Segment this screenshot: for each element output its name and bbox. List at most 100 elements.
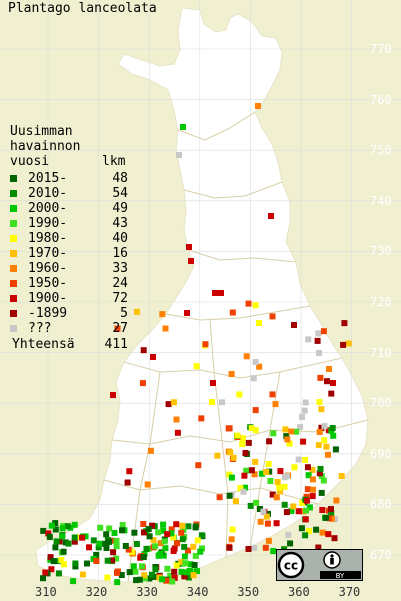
region-border: [209, 319, 229, 559]
observation-square: [247, 502, 254, 509]
legend-period: 2015-: [28, 171, 68, 186]
observation-square: [150, 537, 157, 544]
observation-square: [302, 532, 309, 539]
observation-square: [173, 562, 180, 569]
observation-square: [318, 406, 325, 413]
observation-square: [226, 492, 233, 499]
observation-square: [58, 557, 65, 563]
observation-square: [266, 438, 273, 445]
observation-square: [140, 554, 147, 560]
observation-square: [260, 508, 267, 515]
observation-square: [160, 527, 167, 534]
observation-square: [190, 572, 197, 579]
x-tick-label: 310: [35, 585, 57, 599]
observation-square: [318, 489, 325, 496]
observation-square: [60, 561, 67, 568]
observation-square: [252, 407, 259, 414]
observation-square: [181, 553, 188, 560]
observation-square: [313, 526, 320, 533]
observation-square: [234, 432, 241, 439]
observation-square: [325, 451, 331, 458]
observation-square: [277, 468, 284, 475]
legend-swatch: [10, 280, 17, 287]
observation-square: [214, 452, 221, 459]
observation-square: [273, 494, 280, 501]
observation-square: [132, 568, 139, 575]
observation-square: [143, 545, 150, 552]
observation-square: [52, 526, 59, 533]
observation-square: [129, 548, 135, 555]
observation-square: [322, 514, 329, 521]
observation-square: [126, 468, 133, 475]
observation-square: [40, 527, 47, 534]
observation-square: [232, 498, 239, 505]
observation-square: [245, 300, 252, 307]
observation-square: [255, 103, 261, 109]
observation-square: [240, 488, 247, 495]
observation-square: [248, 467, 255, 474]
observation-square: [303, 497, 310, 504]
observation-square: [239, 441, 246, 448]
observation-square: [184, 310, 190, 316]
legend-row: ??? 27: [10, 321, 140, 336]
legend-count: 54: [112, 186, 128, 201]
observation-square: [245, 439, 252, 446]
observation-square: [54, 558, 61, 565]
observation-square: [332, 446, 339, 453]
observation-square: [113, 543, 120, 550]
observation-square: [124, 479, 131, 486]
y-tick-label: 700: [370, 396, 392, 411]
observation-square: [48, 566, 55, 573]
observation-square: [302, 456, 309, 463]
observation-square: [170, 548, 177, 554]
observation-square: [316, 429, 323, 435]
observation-square: [324, 378, 330, 385]
observation-square: [288, 428, 295, 435]
region-border: [177, 111, 256, 141]
legend-count: 72: [112, 291, 128, 306]
observation-square: [178, 529, 185, 536]
observation-square: [186, 244, 192, 250]
y-tick-label: 710: [370, 345, 392, 360]
observation-square: [146, 533, 153, 540]
observation-square: [237, 485, 244, 492]
observation-square: [330, 380, 336, 386]
observation-square: [317, 374, 324, 381]
observation-square: [137, 554, 144, 561]
legend-count: 48: [112, 171, 128, 186]
observation-square: [297, 424, 304, 431]
map-title: Plantago lanceolata: [8, 1, 157, 16]
observation-square: [317, 465, 324, 472]
observation-square: [102, 540, 109, 547]
region-border: [165, 305, 311, 321]
observation-square: [183, 569, 190, 576]
observation-square: [173, 416, 180, 423]
observation-square: [219, 399, 225, 406]
observation-square: [229, 526, 236, 533]
region-border: [249, 371, 281, 549]
legend-row: 2015- 48: [10, 171, 140, 186]
observation-square: [93, 558, 100, 564]
observation-square: [53, 538, 60, 545]
observation-square: [170, 399, 177, 406]
observation-square: [119, 527, 126, 534]
observation-square: [328, 506, 334, 513]
observation-square: [180, 124, 186, 130]
observation-square: [122, 543, 129, 549]
observation-square: [148, 571, 155, 578]
observation-square: [174, 429, 181, 436]
legend-total-count: 411: [104, 337, 128, 352]
observation-square: [331, 535, 338, 542]
legend-row: 1990- 43: [10, 216, 140, 231]
observation-square: [149, 522, 156, 529]
observation-square: [130, 563, 137, 570]
observation-square: [319, 507, 326, 513]
observation-square: [316, 399, 323, 406]
observation-square: [52, 520, 59, 527]
observation-square: [110, 549, 117, 556]
observation-square: [114, 569, 120, 576]
observation-square: [103, 545, 110, 551]
observation-square: [265, 461, 272, 467]
observation-square: [147, 447, 154, 454]
observation-square: [276, 484, 283, 491]
